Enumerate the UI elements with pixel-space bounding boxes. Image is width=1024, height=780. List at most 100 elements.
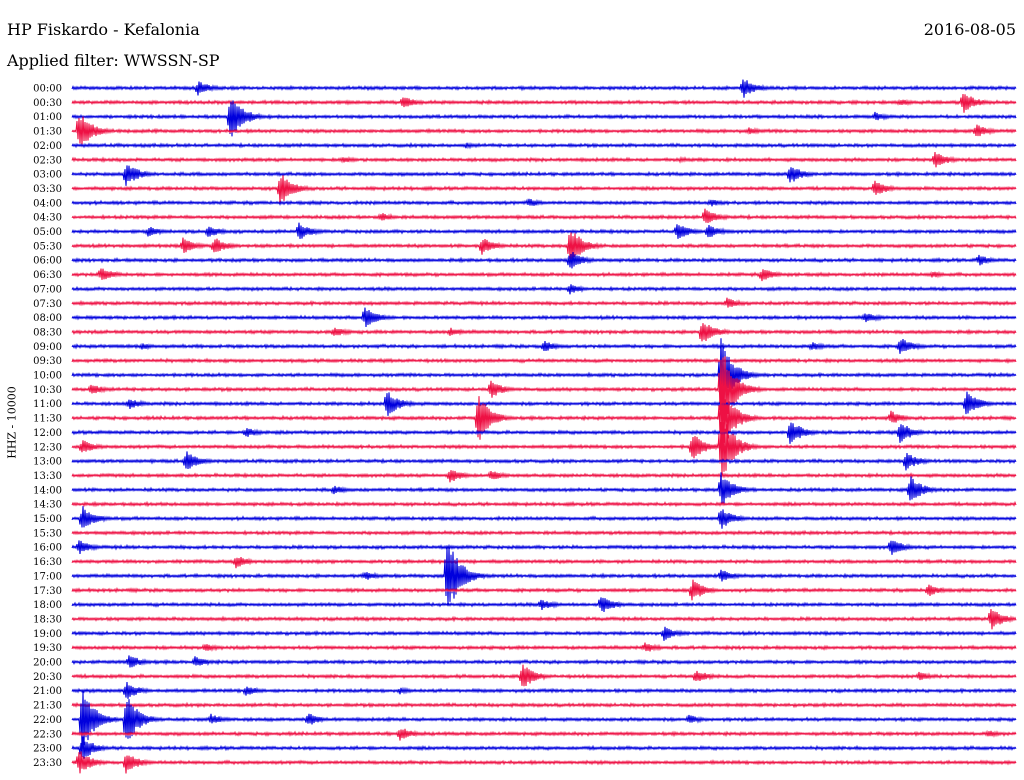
trace-row-0300 xyxy=(71,165,1017,186)
trace-row-1800 xyxy=(71,597,1017,612)
row-time-label: 00:00 xyxy=(33,84,62,95)
row-time-label: 13:30 xyxy=(33,471,62,482)
trace-row-0200 xyxy=(71,141,1017,150)
trace-row-1830 xyxy=(71,609,1017,630)
trace-row-1900 xyxy=(71,626,1017,641)
row-time-label: 15:30 xyxy=(33,528,62,539)
trace-row-0530 xyxy=(71,232,1017,260)
trace-row-1630 xyxy=(71,557,1017,569)
row-time-label: 01:30 xyxy=(33,127,62,138)
row-time-label: 03:00 xyxy=(33,170,62,181)
trace-row-2230 xyxy=(71,728,1017,741)
trace-row-0400 xyxy=(71,198,1017,207)
row-time-label: 22:30 xyxy=(33,729,62,740)
row-time-label: 22:00 xyxy=(33,715,62,726)
trace-row-2030 xyxy=(71,664,1017,687)
trace-row-1230 xyxy=(71,421,1017,476)
row-time-label: 14:30 xyxy=(33,500,62,511)
row-time-label: 18:00 xyxy=(33,600,62,611)
row-time-label: 12:30 xyxy=(33,442,62,453)
trace-row-0330 xyxy=(71,175,1017,204)
trace-row-1930 xyxy=(71,642,1017,652)
row-time-label: 09:30 xyxy=(33,356,62,367)
trace-row-2130 xyxy=(71,701,1017,709)
trace-row-0900 xyxy=(71,338,1017,354)
trace-row-1730 xyxy=(71,579,1017,601)
row-time-label: 11:30 xyxy=(33,414,62,425)
trace-row-0130 xyxy=(71,116,1017,145)
row-time-label: 23:00 xyxy=(33,744,62,755)
row-time-label: 07:30 xyxy=(33,299,62,310)
trace-row-1100 xyxy=(71,391,1017,416)
chart-date: 2016-08-05 xyxy=(923,20,1016,39)
row-time-label: 10:00 xyxy=(33,371,62,382)
row-time-label: 23:30 xyxy=(33,758,62,769)
row-time-label: 04:00 xyxy=(33,198,62,209)
row-time-label: 18:30 xyxy=(33,614,62,625)
row-time-label: 08:30 xyxy=(33,327,62,338)
trace-row-1400 xyxy=(71,472,1017,504)
row-time-label: 16:30 xyxy=(33,557,62,568)
row-time-label: 01:00 xyxy=(33,112,62,123)
trace-row-0700 xyxy=(71,284,1017,295)
trace-row-0800 xyxy=(71,307,1017,328)
trace-row-2330 xyxy=(71,751,1017,774)
row-time-label: 19:00 xyxy=(33,629,62,640)
trace-row-0230 xyxy=(71,151,1017,168)
trace-row-0500 xyxy=(71,222,1017,239)
row-time-label: 06:00 xyxy=(33,256,62,267)
trace-row-2100 xyxy=(71,681,1017,699)
row-time-label: 00:30 xyxy=(33,98,62,109)
row-time-label: 08:00 xyxy=(33,313,62,324)
trace-row-1600 xyxy=(71,540,1017,555)
row-time-label: 04:30 xyxy=(33,213,62,224)
row-time-label: 09:00 xyxy=(33,342,62,353)
row-time-label: 15:00 xyxy=(33,514,62,525)
row-time-label: 12:00 xyxy=(33,428,62,439)
row-time-label: 13:00 xyxy=(33,457,62,468)
trace-row-0430 xyxy=(71,208,1017,224)
row-time-label: 21:30 xyxy=(33,701,62,712)
trace-row-1200 xyxy=(71,422,1017,444)
trace-row-0930 xyxy=(71,357,1017,364)
trace-row-1300 xyxy=(71,451,1017,471)
trace-row-2000 xyxy=(71,655,1017,668)
row-time-label: 16:00 xyxy=(33,543,62,554)
trace-row-1700 xyxy=(71,544,1017,606)
trace-row-1530 xyxy=(71,529,1017,537)
row-time-label: 05:30 xyxy=(33,241,62,252)
row-time-label: 03:30 xyxy=(33,184,62,195)
row-time-label: 14:00 xyxy=(33,485,62,496)
trace-row-0630 xyxy=(71,268,1017,282)
trace-row-2200 xyxy=(71,691,1017,748)
row-time-label: 07:00 xyxy=(33,284,62,295)
row-time-label: 02:30 xyxy=(33,155,62,166)
trace-row-0600 xyxy=(71,252,1017,269)
trace-row-0100 xyxy=(71,100,1017,137)
row-time-label: 17:30 xyxy=(33,586,62,597)
trace-row-0000 xyxy=(71,79,1017,98)
trace-row-1030 xyxy=(71,356,1017,424)
trace-row-2300 xyxy=(71,736,1017,759)
filter-label: Applied filter: WWSSN-SP xyxy=(7,51,220,70)
trace-row-0030 xyxy=(71,93,1017,113)
row-time-label: 21:00 xyxy=(33,686,62,697)
row-time-label: 20:00 xyxy=(33,658,62,669)
trace-row-1430 xyxy=(71,500,1017,508)
trace-row-0730 xyxy=(71,297,1017,308)
chart-title: HP Fiskardo - Kefalonia xyxy=(7,20,200,39)
row-time-label: 19:30 xyxy=(33,643,62,654)
trace-row-1330 xyxy=(71,470,1017,483)
trace-row-1000 xyxy=(71,338,1017,402)
row-time-label: 11:00 xyxy=(33,399,62,410)
row-time-label: 06:30 xyxy=(33,270,62,281)
row-time-label: 05:00 xyxy=(33,227,62,238)
row-time-label: 02:00 xyxy=(33,141,62,152)
trace-row-1130 xyxy=(71,383,1017,448)
trace-row-0830 xyxy=(71,323,1017,342)
row-time-label: 17:00 xyxy=(33,571,62,582)
row-time-label: 20:30 xyxy=(33,672,62,683)
row-time-label: 10:30 xyxy=(33,385,62,396)
trace-row-1500 xyxy=(71,506,1017,529)
